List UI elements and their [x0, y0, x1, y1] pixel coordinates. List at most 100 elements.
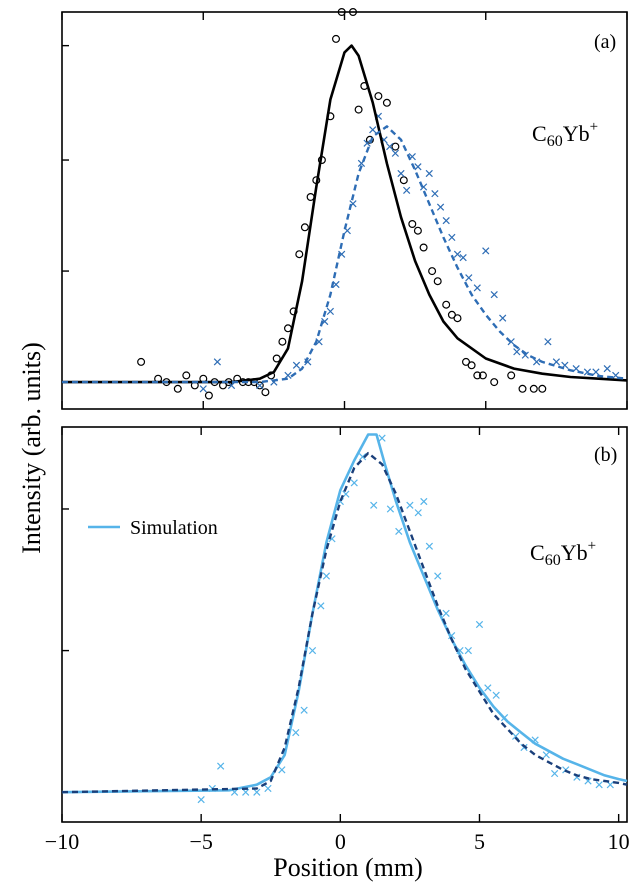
panel-a-circle-point — [354, 105, 363, 114]
panel-a-circle-point — [529, 384, 538, 393]
panel-a-circle-point — [332, 34, 341, 43]
panel-b-label: (b) — [594, 444, 617, 466]
panel-a-x-point — [213, 358, 221, 366]
panel-a-circle-point — [365, 135, 374, 144]
panel-a-x-point — [292, 361, 301, 369]
panel-a-x-point — [465, 274, 473, 282]
panel-b-x-point — [308, 646, 317, 655]
panel-a-circle-point — [507, 371, 516, 380]
panel-b-series — [61, 433, 628, 804]
panel-a-x-point — [453, 250, 462, 258]
panel-a-circle-point — [182, 371, 191, 380]
panel-a: (a) C60Yb+ — [61, 8, 628, 410]
x-tick-label: 0 — [335, 829, 346, 854]
legend-label-simulation: Simulation — [130, 517, 218, 539]
panel-a-x-point — [425, 169, 433, 178]
panel-b-x-point — [442, 609, 450, 617]
legend: Simulation — [88, 517, 218, 539]
panel-a-solid-line-2 — [62, 44, 628, 384]
panel-a-x-point — [490, 290, 498, 299]
x-tick-label: 10 — [608, 829, 630, 854]
panel-a-circle-point — [391, 142, 400, 151]
panel-a-x-point — [532, 358, 541, 366]
panel-a-circle-point — [300, 223, 309, 232]
panel-a-circle-point — [453, 314, 462, 323]
panel-a-x-point — [391, 149, 399, 157]
panel-a-x-point — [284, 371, 292, 379]
panel-a-circle-point — [473, 371, 482, 380]
panel-b-frame — [61, 426, 628, 823]
panel-b-x-point — [475, 620, 484, 629]
panel-b-x-point — [595, 781, 603, 789]
panel-a-circle-point — [374, 92, 383, 101]
panel-a-x-point — [315, 338, 323, 346]
panel-a-x-point — [448, 233, 456, 242]
panel-a-x-point — [436, 203, 445, 211]
panel-b-x-point — [484, 684, 492, 692]
panel-a-circle-point — [538, 384, 547, 393]
panel-b-x-point — [242, 788, 250, 796]
panel-a-x-point — [592, 368, 600, 376]
panel-a-species-label: C60Yb+ — [532, 119, 598, 150]
panel-a-series — [62, 8, 628, 400]
panel-a-circle-point — [337, 8, 346, 17]
panel-a-circle-point — [382, 98, 391, 107]
panel-b-x-point — [264, 784, 272, 793]
panel-a-x-point — [256, 381, 264, 390]
panel-b-x-point — [253, 788, 261, 796]
panel-b-x-point — [542, 751, 550, 759]
panel-b-x-point — [300, 706, 308, 714]
panel-a-circle-point — [255, 381, 264, 390]
panel-a-circle-point — [447, 310, 456, 319]
x-axis-label: Position (mm) — [273, 853, 423, 882]
panel-b-x-point — [197, 796, 205, 804]
panel-b-x-point — [386, 505, 395, 513]
panel-a-circle-point — [490, 378, 499, 387]
panel-a-circle-point — [261, 388, 270, 397]
panel-a-circle-point — [204, 391, 213, 400]
panel-a-x-point — [473, 284, 481, 292]
panel-a-circle-point — [349, 8, 358, 17]
panel-a-circle-point — [467, 361, 476, 370]
panel-b-x-point — [358, 453, 367, 461]
panel-a-x-point — [513, 348, 521, 356]
panel-a-dashed-line-3 — [62, 125, 628, 384]
x-tick-label: −10 — [45, 829, 79, 854]
panel-b-x-point — [406, 501, 414, 509]
panel-a-x-point — [403, 186, 411, 194]
panel-b-x-point — [278, 766, 286, 774]
x-tick-label: −5 — [189, 829, 212, 854]
panel-a-circle-point — [408, 220, 417, 229]
panel-b-species-label: C60Yb+ — [530, 538, 596, 569]
panel-b-x-point — [292, 728, 300, 737]
panel-a-x-point — [369, 126, 377, 134]
panel-b-x-point — [350, 479, 358, 487]
panel-a-x-point — [431, 190, 439, 198]
panel-b-x-point — [317, 602, 325, 610]
panel-b: −10 −5 0 5 10 (b) C60Yb+ Simulation — [45, 426, 630, 854]
panel-b-x-point — [492, 691, 500, 699]
panel-a-x-point — [414, 163, 422, 171]
panel-a-circle-point — [137, 357, 146, 366]
panel-b-ticks: −10 −5 0 5 10 — [45, 427, 630, 854]
panel-a-x-point — [386, 142, 394, 151]
panel-a-x-point — [499, 314, 507, 322]
panel-a-circle-point — [478, 371, 487, 380]
panel-b-x-point — [464, 646, 472, 655]
panel-b-dashed-line-2 — [61, 451, 628, 794]
panel-a-circle-point — [518, 384, 527, 393]
panel-a-circle-point — [442, 300, 451, 309]
panel-a-x-point — [459, 253, 467, 262]
panel-b-x-point — [378, 434, 386, 442]
panel-b-x-point — [420, 497, 428, 506]
panel-a-x-point — [482, 247, 490, 255]
panel-a-ticks — [61, 12, 628, 409]
panel-a-x-point — [326, 307, 334, 316]
panel-a-circle-point — [413, 226, 422, 235]
panel-a-x-point — [442, 216, 450, 225]
panel-a-circle-point — [272, 354, 281, 363]
panel-a-x-point — [544, 338, 552, 346]
panel-a-circle-point — [433, 277, 442, 286]
panel-a-x-point — [603, 365, 611, 373]
panel-a-x-point — [199, 385, 207, 393]
